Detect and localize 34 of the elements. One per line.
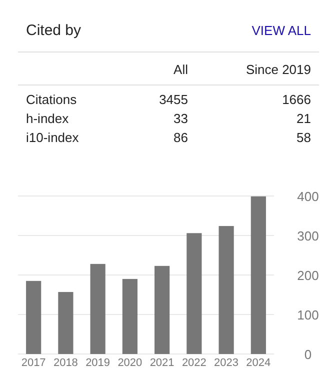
- data-label: 58: [296, 130, 311, 145]
- y-tick-label: 200: [297, 268, 319, 283]
- x-tick-label: 2024: [246, 357, 271, 369]
- bar: [58, 292, 74, 354]
- category-label: Citations: [26, 92, 78, 107]
- x-tick-label: 2018: [53, 357, 78, 369]
- text: All: [174, 62, 188, 77]
- bar: [26, 280, 42, 354]
- x-tick-label: 2022: [182, 357, 206, 369]
- category-label: h-index: [26, 111, 70, 126]
- bar: [186, 233, 202, 354]
- x-tick-label: 2021: [150, 357, 174, 369]
- x-tick-label: 2017: [21, 357, 46, 369]
- data-label: 1666: [282, 92, 311, 107]
- data-label: 21: [296, 111, 311, 126]
- y-tick-label: 0: [304, 347, 312, 362]
- text: VIEW ALL: [252, 23, 311, 38]
- bar: [90, 264, 106, 354]
- data-label: 3455: [159, 92, 188, 107]
- data-label: 86: [174, 130, 188, 145]
- bar: [218, 226, 234, 354]
- y-tick-label: 400: [297, 189, 319, 204]
- data-label: 33: [174, 111, 188, 126]
- text: Since 2019: [246, 62, 311, 77]
- bar: [122, 278, 138, 354]
- x-tick-label: 2023: [214, 357, 239, 369]
- x-tick-label: 2020: [118, 357, 142, 369]
- bar: [154, 266, 170, 354]
- category-label: i10-index: [26, 130, 80, 145]
- y-tick-label: 100: [297, 308, 319, 322]
- bar: [250, 196, 266, 354]
- text: Cited by: [26, 22, 82, 39]
- x-tick-label: 2019: [86, 357, 110, 369]
- y-tick-label: 300: [297, 228, 319, 244]
